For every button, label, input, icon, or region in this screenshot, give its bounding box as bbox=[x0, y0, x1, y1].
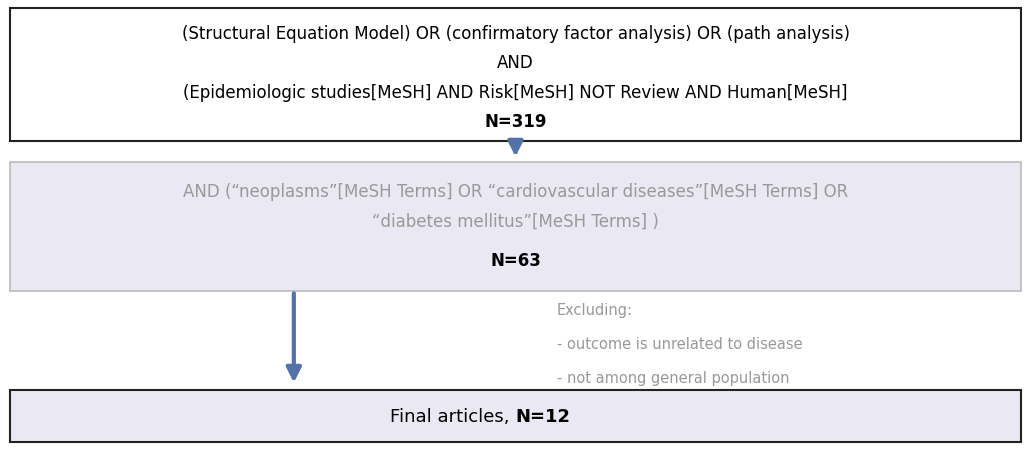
Text: Final articles,: Final articles, bbox=[391, 407, 516, 425]
Text: N=12: N=12 bbox=[516, 407, 570, 425]
Text: AND: AND bbox=[497, 54, 534, 72]
Text: Excluding:: Excluding: bbox=[557, 302, 633, 317]
Text: (Epidemiologic studies[MeSH] AND Risk[MeSH] NOT Review AND Human[MeSH]: (Epidemiologic studies[MeSH] AND Risk[Me… bbox=[184, 83, 847, 101]
FancyBboxPatch shape bbox=[10, 162, 1021, 291]
Text: “diabetes mellitus”[MeSH Terms] ): “diabetes mellitus”[MeSH Terms] ) bbox=[372, 212, 659, 230]
FancyBboxPatch shape bbox=[10, 9, 1021, 142]
Text: AND (“neoplasms”[MeSH Terms] OR “cardiovascular diseases”[MeSH Terms] OR: AND (“neoplasms”[MeSH Terms] OR “cardiov… bbox=[182, 183, 849, 201]
Text: - outcome is unrelated to disease: - outcome is unrelated to disease bbox=[557, 336, 802, 351]
Text: N=63: N=63 bbox=[490, 251, 541, 269]
Text: N=319: N=319 bbox=[485, 113, 546, 131]
FancyBboxPatch shape bbox=[10, 390, 1021, 442]
Text: (Structural Equation Model) OR (confirmatory factor analysis) OR (path analysis): (Structural Equation Model) OR (confirma… bbox=[181, 25, 850, 43]
Text: - not among general population: - not among general population bbox=[557, 370, 790, 385]
